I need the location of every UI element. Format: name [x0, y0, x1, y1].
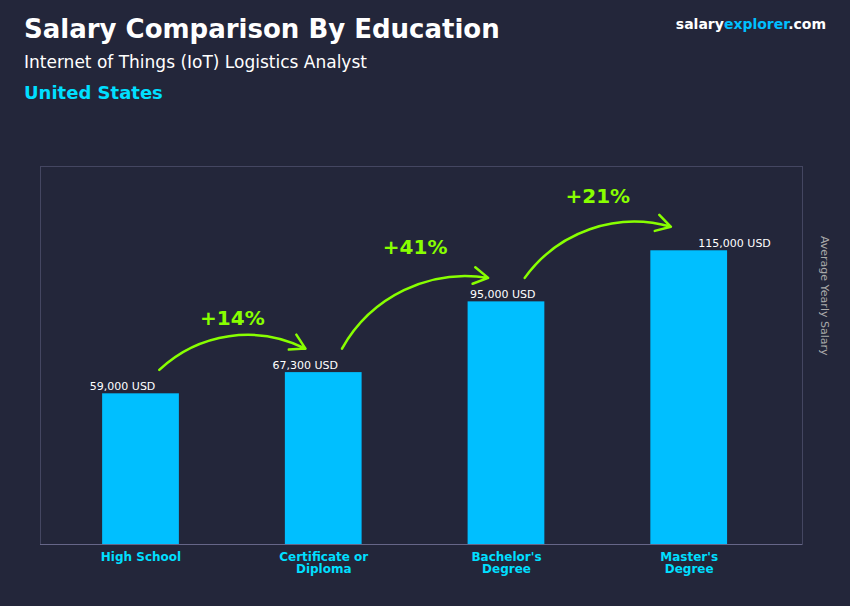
- svg-text:+14%: +14%: [200, 306, 265, 330]
- svg-text:+21%: +21%: [566, 184, 631, 208]
- svg-text:+41%: +41%: [383, 235, 448, 259]
- svg-text:Bachelor'sDegree: Bachelor'sDegree: [471, 550, 541, 576]
- svg-text:High School: High School: [101, 550, 181, 564]
- svg-text:Average Yearly Salary: Average Yearly Salary: [818, 236, 831, 356]
- svg-text:Master'sDegree: Master'sDegree: [660, 550, 718, 576]
- html-text:Salary Comparison By Education: Salary Comparison By Education: [24, 14, 500, 44]
- html-text:United States: United States: [24, 82, 163, 103]
- svg-text:Certificate orDiploma: Certificate orDiploma: [279, 550, 368, 576]
- html-text:Internet of Things (IoT) Logis: Internet of Things (IoT) Logistics Analy…: [24, 52, 367, 72]
- html-text:salary explorer.com: salary explorer.com: [675, 16, 826, 32]
- svg-text:95,000 USD: 95,000 USD: [470, 288, 535, 301]
- svg-text:67,300 USD: 67,300 USD: [273, 359, 339, 372]
- svg-text:59,000 USD: 59,000 USD: [90, 380, 156, 393]
- svg-text:115,000 USD: 115,000 USD: [698, 237, 771, 250]
